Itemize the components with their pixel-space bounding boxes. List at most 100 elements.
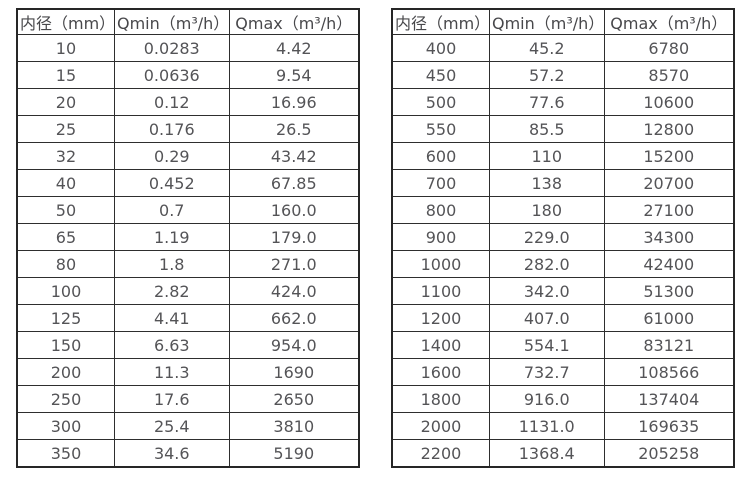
column-header-diameter: 内径（mm） [391,8,490,35]
cell-qmin: 0.452 [113,169,230,197]
table-row: 2200 1368.4 205258 [391,439,735,468]
table-row: 100 2.82 424.0 [16,277,360,305]
cell-qmin: 1.19 [113,223,230,251]
cell-qmax: 20700 [603,169,735,197]
cell-qmax: 10600 [603,88,735,116]
cell-qmin: 0.7 [113,196,230,224]
cell-qmax: 6780 [603,34,735,62]
cell-qmax: 83121 [603,331,735,359]
cell-qmax: 51300 [603,277,735,305]
cell-qmin: 916.0 [488,385,605,413]
table-row: 10 0.0283 4.42 [16,34,360,62]
cell-qmin: 4.41 [113,304,230,332]
column-header-qmax: Qmax（m³/h） [603,8,735,35]
cell-diameter: 80 [16,250,115,278]
cell-qmax: 1690 [228,358,360,386]
cell-qmin: 2.82 [113,277,230,305]
cell-qmin: 407.0 [488,304,605,332]
cell-qmax: 16.96 [228,88,360,116]
cell-qmax: 954.0 [228,331,360,359]
table-row: 25 0.176 26.5 [16,115,360,143]
cell-qmax: 9.54 [228,61,360,89]
table-row: 200 11.3 1690 [16,358,360,386]
cell-qmin: 0.0636 [113,61,230,89]
cell-qmin: 180 [488,196,605,224]
cell-diameter: 600 [391,142,490,170]
column-header-qmax: Qmax（m³/h） [228,8,360,35]
table-row: 600 110 15200 [391,142,735,170]
cell-diameter: 10 [16,34,115,62]
cell-qmax: 424.0 [228,277,360,305]
cell-qmax: 43.42 [228,142,360,170]
cell-diameter: 2200 [391,439,490,468]
cell-diameter: 350 [16,439,115,468]
cell-qmin: 0.176 [113,115,230,143]
cell-diameter: 900 [391,223,490,251]
cell-qmin: 6.63 [113,331,230,359]
cell-qmin: 0.29 [113,142,230,170]
cell-qmin: 34.6 [113,439,230,468]
table-row: 50 0.7 160.0 [16,196,360,224]
cell-qmax: 169635 [603,412,735,440]
table-row: 700 138 20700 [391,169,735,197]
cell-diameter: 1200 [391,304,490,332]
cell-diameter: 700 [391,169,490,197]
table-row: 1600 732.7 108566 [391,358,735,386]
cell-diameter: 15 [16,61,115,89]
cell-diameter: 800 [391,196,490,224]
table-row: 150 6.63 954.0 [16,331,360,359]
cell-diameter: 1400 [391,331,490,359]
table-row: 400 45.2 6780 [391,34,735,62]
cell-qmax: 27100 [603,196,735,224]
cell-diameter: 20 [16,88,115,116]
cell-diameter: 2000 [391,412,490,440]
cell-qmax: 12800 [603,115,735,143]
table-row: 1800 916.0 137404 [391,385,735,413]
cell-qmin: 342.0 [488,277,605,305]
cell-diameter: 125 [16,304,115,332]
table-row: 300 25.4 3810 [16,412,360,440]
table-row: 550 85.5 12800 [391,115,735,143]
cell-qmax: 67.85 [228,169,360,197]
cell-qmin: 229.0 [488,223,605,251]
cell-qmin: 45.2 [488,34,605,62]
cell-diameter: 200 [16,358,115,386]
cell-qmin: 17.6 [113,385,230,413]
cell-qmin: 25.4 [113,412,230,440]
cell-diameter: 500 [391,88,490,116]
table-row: 80 1.8 271.0 [16,250,360,278]
cell-diameter: 1000 [391,250,490,278]
cell-qmax: 3810 [228,412,360,440]
table-row: 1100 342.0 51300 [391,277,735,305]
cell-qmax: 205258 [603,439,735,468]
cell-diameter: 40 [16,169,115,197]
column-header-qmin: Qmin（m³/h） [488,8,605,35]
column-header-diameter: 内径（mm） [16,8,115,35]
cell-diameter: 25 [16,115,115,143]
cell-qmin: 77.6 [488,88,605,116]
table-row: 32 0.29 43.42 [16,142,360,170]
cell-qmax: 4.42 [228,34,360,62]
table-row: 350 34.6 5190 [16,439,360,468]
cell-diameter: 32 [16,142,115,170]
cell-qmin: 0.0283 [113,34,230,62]
cell-qmax: 26.5 [228,115,360,143]
table-row: 900 229.0 34300 [391,223,735,251]
table-row: 800 180 27100 [391,196,735,224]
table-row: 20 0.12 16.96 [16,88,360,116]
cell-diameter: 450 [391,61,490,89]
table-row: 1000 282.0 42400 [391,250,735,278]
cell-qmax: 179.0 [228,223,360,251]
table-row: 1200 407.0 61000 [391,304,735,332]
cell-qmin: 1.8 [113,250,230,278]
cell-qmin: 85.5 [488,115,605,143]
cell-diameter: 1800 [391,385,490,413]
cell-qmax: 271.0 [228,250,360,278]
table-row: 65 1.19 179.0 [16,223,360,251]
cell-qmax: 5190 [228,439,360,468]
cell-diameter: 300 [16,412,115,440]
table-row: 125 4.41 662.0 [16,304,360,332]
cell-diameter: 100 [16,277,115,305]
table-row: 15 0.0636 9.54 [16,61,360,89]
